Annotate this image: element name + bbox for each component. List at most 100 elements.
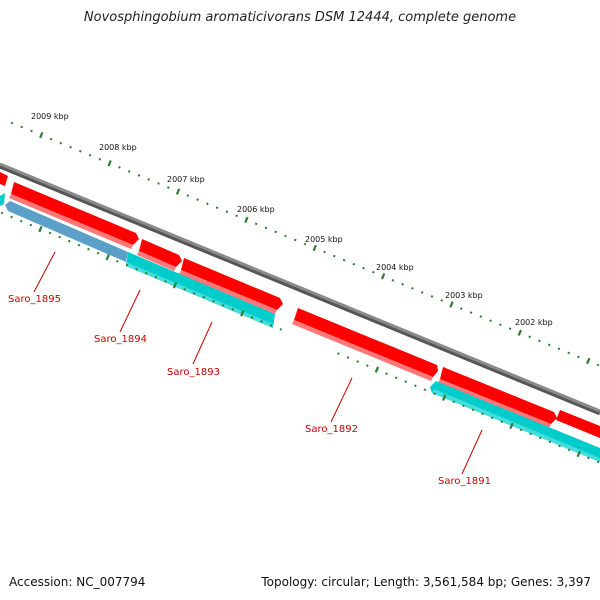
- inner-scale-dot: [365, 364, 369, 367]
- kbp-label: 2002 kbp: [515, 318, 553, 327]
- reverse-gene-arrow[interactable]: [0, 193, 5, 206]
- reverse-gene-arrow[interactable]: [126, 252, 275, 328]
- gene-label[interactable]: Saro_1895: [8, 294, 61, 305]
- scale-dot: [440, 299, 444, 302]
- genome-summary-text: Topology: circular; Length: 3,561,584 bp…: [261, 575, 591, 589]
- inner-scale-dot: [67, 239, 71, 243]
- inner-scale-dot: [596, 460, 600, 464]
- inner-scale-dot: [337, 352, 340, 355]
- inner-scale-dot: [539, 436, 542, 440]
- forward-gene-arrow[interactable]: [440, 367, 557, 424]
- gene-label[interactable]: Saro_1891: [438, 476, 491, 487]
- scale-dot: [206, 202, 209, 205]
- scale-dot: [79, 149, 82, 153]
- reverse-gene-shade: [126, 262, 273, 328]
- inner-scale-dot: [462, 404, 465, 408]
- inner-scale-dot: [509, 422, 514, 430]
- inner-scale-dot: [202, 296, 206, 299]
- scale-dot: [323, 250, 326, 254]
- forward-gene-arrow[interactable]: [139, 239, 182, 267]
- inner-scale-dot: [519, 428, 523, 432]
- inner-scale-dot: [96, 251, 100, 255]
- scale-dot: [567, 351, 571, 355]
- forward-gene-arrow[interactable]: [556, 410, 600, 438]
- inner-scale-dot: [423, 388, 427, 392]
- scale-dot: [352, 262, 356, 266]
- inner-scale-dot: [529, 432, 533, 436]
- scale-dot: [362, 266, 365, 270]
- scale-dot: [235, 214, 238, 218]
- scale-dot: [489, 319, 492, 322]
- kbp-label: 2008 kbp: [99, 143, 137, 152]
- reverse-gene-shade: [432, 389, 600, 462]
- gene-label[interactable]: Saro_1894: [94, 334, 147, 345]
- scale-dot: [215, 206, 219, 210]
- kbp-tick: [107, 160, 112, 167]
- scale-dot: [499, 323, 502, 326]
- forward-gene-arrow[interactable]: [0, 172, 8, 186]
- inner-scale-dot: [394, 376, 398, 379]
- inner-scale-dot: [567, 448, 571, 452]
- inner-scale-dot: [490, 416, 494, 420]
- kbp-label: 2004 kbp: [376, 263, 414, 272]
- inner-scale-dot: [231, 308, 235, 311]
- forward-gene-arrow[interactable]: [294, 308, 438, 377]
- forward-gene-shade: [292, 320, 433, 381]
- inner-scale-dot: [221, 304, 225, 307]
- gene-label[interactable]: Saro_1892: [305, 424, 358, 435]
- scale-dot: [557, 347, 561, 351]
- reverse-gene-arrow-selected[interactable]: [5, 201, 128, 262]
- kbp-tick: [586, 357, 591, 365]
- inner-scale-dot: [481, 412, 484, 416]
- inner-scale-dot: [385, 372, 388, 375]
- scale-dot: [10, 121, 14, 125]
- gene-leader-line: [119, 289, 141, 333]
- inner-scale-dot: [164, 279, 167, 283]
- forward-gene-shade: [438, 379, 551, 428]
- inner-scale-dot: [38, 225, 43, 233]
- scale-dot: [88, 153, 92, 157]
- backbone-shadow: [0, 163, 600, 416]
- backbone-line: [0, 162, 600, 413]
- scale-dot: [538, 339, 541, 343]
- inner-scale-dot: [356, 360, 359, 363]
- inner-scale-dot: [116, 259, 119, 263]
- inner-scale-dot: [105, 253, 110, 261]
- scale-dot: [528, 335, 531, 339]
- reverse-gene-track: [0, 193, 600, 462]
- kbp-tick: [175, 188, 181, 195]
- gene-leader-line: [33, 251, 56, 293]
- scale-dot: [147, 178, 151, 181]
- scale-dot: [391, 278, 395, 282]
- forward-gene-arrow[interactable]: [181, 258, 283, 310]
- inner-scale-dot: [346, 356, 350, 359]
- scale-dot: [459, 307, 463, 310]
- inner-scale: [0, 211, 600, 464]
- kbp-label: 2005 kbp: [305, 235, 343, 244]
- gene-label[interactable]: Saro_1893: [167, 367, 220, 378]
- kbp-tick: [312, 244, 317, 252]
- gene-labels: Saro_1895 Saro_1894 Saro_1893 Saro_1892 Saro…: [8, 251, 491, 487]
- scale-dot: [20, 125, 24, 129]
- inner-scale-dot: [77, 243, 81, 247]
- kbp-tick: [380, 273, 386, 280]
- inner-scale-dot: [548, 440, 552, 444]
- inner-scale-dot: [433, 392, 436, 396]
- kbp-label: 2009 kbp: [31, 112, 69, 121]
- inner-scale-dot: [250, 316, 254, 319]
- inner-scale-dot: [260, 320, 263, 323]
- inner-scale-dot: [192, 292, 196, 295]
- inner-scale-dot: [587, 456, 590, 460]
- kbp-tick: [39, 131, 44, 139]
- inner-scale-dot: [154, 275, 158, 279]
- kbp-label: 2007 kbp: [167, 175, 205, 184]
- scale-dot: [430, 295, 434, 298]
- scale-dot: [118, 166, 121, 169]
- inner-scale-dot: [58, 235, 61, 239]
- inner-scale-dot: [442, 394, 447, 401]
- scale-dot: [69, 145, 72, 149]
- inner-scale-dot: [0, 211, 4, 215]
- forward-gene-arrow[interactable]: [11, 182, 139, 245]
- scale-dot: [479, 315, 483, 318]
